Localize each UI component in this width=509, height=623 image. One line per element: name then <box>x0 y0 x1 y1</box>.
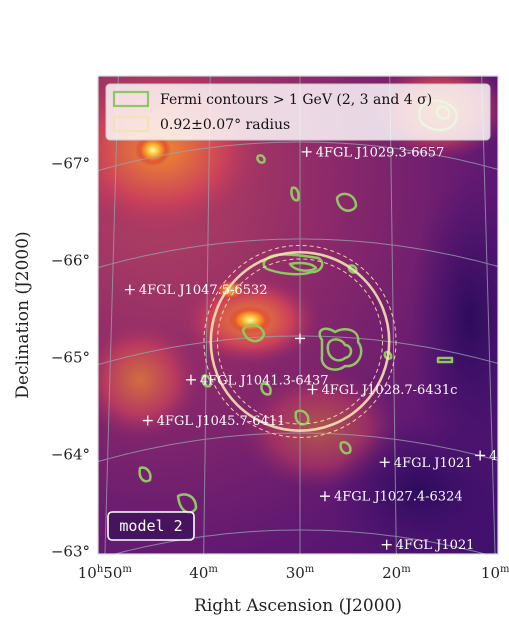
x-tick-label: 20m <box>382 564 411 582</box>
bright-spot <box>135 134 171 166</box>
x-tick-label-part: 10 <box>78 564 97 582</box>
plot-frame <box>97 75 499 555</box>
model-label-frame <box>107 511 195 541</box>
source-label: 4FGL J1045.7-6411 <box>157 414 286 429</box>
x-tick-label-part: 30 <box>286 564 305 582</box>
dec-gridline <box>98 141 498 172</box>
x-tick-label-part: m <box>122 564 132 575</box>
fermi-contour <box>138 466 152 483</box>
y-axis-label: Declination (J2000) <box>13 231 33 398</box>
fermi-contour <box>260 382 272 396</box>
source-marker <box>381 539 392 550</box>
model-label-box: model 2 <box>107 511 195 541</box>
fermi-contour <box>318 327 363 371</box>
legend-label-radius: 0.92±0.07° radius <box>160 117 290 133</box>
radius-circle <box>209 250 391 432</box>
y-axis-ticks: −63° −64° −65° −66° −67° <box>51 155 90 561</box>
y-tick-label: −66° <box>51 252 90 270</box>
dec-gridline <box>98 432 498 463</box>
dec-gridline <box>98 238 498 269</box>
radius-lower-circle <box>217 258 383 425</box>
ra-gridline <box>481 76 496 554</box>
x-tick-label-part: m <box>305 564 315 575</box>
dec-gridline <box>113 529 487 554</box>
dec-gridline <box>98 335 498 366</box>
source-marker <box>124 284 135 295</box>
legend-swatch-fermi <box>112 90 150 108</box>
x-axis-label: Right Ascension (J2000) <box>194 596 402 616</box>
ra-gridline <box>389 76 397 554</box>
ra-gridline <box>203 76 211 554</box>
center-marker <box>295 333 305 344</box>
y-tick-label: −67° <box>51 155 90 173</box>
model-label: model 2 <box>119 517 182 535</box>
x-tick-label-part: h <box>97 564 104 575</box>
source-marker <box>319 491 330 502</box>
source-marker <box>307 384 318 395</box>
x-tick-label-part: 50 <box>103 564 122 582</box>
ra-gridline <box>104 76 119 554</box>
bright-spot <box>228 306 272 334</box>
source-label: 4F <box>489 449 506 464</box>
source-label: 4FGL J1028.7-6431c <box>322 383 458 398</box>
fermi-contour <box>176 493 198 514</box>
source-label: 4FGL J1021 <box>394 456 473 471</box>
x-axis-ticks: 10h50m 40m 30m 20m 10m <box>78 564 509 582</box>
source-marker <box>185 374 196 385</box>
legend-swatch-radius <box>112 115 150 133</box>
y-tick-label: −64° <box>51 446 90 464</box>
source-markers: 4FGL J1021 4FGL J1027.4-6324 4FGL J1021 4F 4… <box>124 145 506 553</box>
fermi-contour <box>339 441 352 455</box>
source-label: 4FGL J1047.5-6532 <box>139 283 268 298</box>
fermi-contour <box>335 192 358 212</box>
fermi-contour <box>294 409 310 426</box>
plot-area: 4FGL J1021 4FGL J1027.4-6324 4FGL J1021 4F 4… <box>98 76 506 554</box>
x-tick-label: 10h50m <box>78 564 133 582</box>
fermi-contour <box>241 323 266 343</box>
y-tick-label: −63° <box>51 543 90 561</box>
fermi-contour <box>201 374 212 388</box>
fermi-contour <box>256 154 266 164</box>
fermi-contour <box>326 338 353 362</box>
fermi-contour <box>290 186 300 202</box>
source-label: 4FGL J1027.4-6324 <box>334 490 463 505</box>
radius-circles <box>203 244 397 438</box>
radius-upper-circle <box>203 244 397 438</box>
legend-frame <box>105 83 491 141</box>
source-label: 4FGL J1029.3-6657 <box>316 145 445 160</box>
fermi-contour <box>288 261 318 272</box>
x-tick-label-part: m <box>401 564 411 575</box>
emission-blob <box>98 320 200 440</box>
x-tick-label-part: m <box>208 564 218 575</box>
source-label: 4FGL J1041.3-6437 <box>200 373 329 388</box>
legend-label-fermi: Fermi contours > 1 GeV (2, 3 and 4 σ) <box>160 92 432 108</box>
legend: Fermi contours > 1 GeV (2, 3 and 4 σ) 0.… <box>105 83 491 141</box>
x-tick-label-part: 10 <box>481 564 500 582</box>
dark-region <box>410 170 498 470</box>
source-marker <box>379 457 390 468</box>
x-tick-label-part: 40 <box>189 564 208 582</box>
x-tick-label: 30m <box>286 564 315 582</box>
source-label: 4FGL J1021 <box>396 538 475 553</box>
fermi-contour <box>262 253 324 276</box>
x-tick-label: 10m <box>481 564 509 582</box>
source-marker <box>142 415 153 426</box>
fermi-contour <box>436 356 454 364</box>
dark-region <box>330 420 498 554</box>
x-tick-label-part: 20 <box>382 564 401 582</box>
source-marker <box>475 450 486 461</box>
source-marker <box>301 146 312 157</box>
x-tick-label-part: m <box>500 564 509 575</box>
coordinate-grid <box>98 76 498 554</box>
x-tick-label: 40m <box>189 564 218 582</box>
y-tick-label: −65° <box>51 349 90 367</box>
